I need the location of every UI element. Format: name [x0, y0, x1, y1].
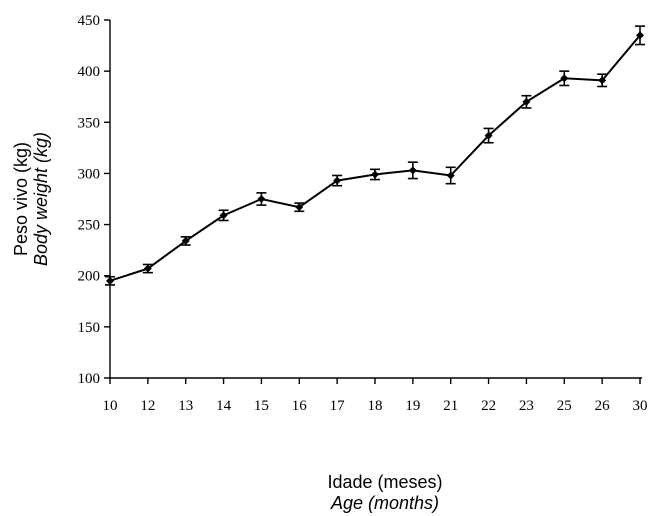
x-tick-label: 30 [633, 398, 648, 414]
y-tick-label: 300 [78, 166, 101, 182]
x-tick-label: 12 [140, 398, 155, 414]
data-point [522, 97, 531, 106]
y-axis-title: Peso vivo (kg) [11, 142, 31, 256]
data-point [636, 31, 644, 40]
data-point [181, 236, 190, 245]
data-point [143, 264, 152, 273]
x-axis-ticks: 10 12 13 14 15 16 17 18 19 21 22 23 25 26 30 [103, 378, 648, 414]
x-tick-label: 13 [178, 398, 193, 414]
data-point [598, 76, 607, 85]
x-tick-label: 23 [519, 398, 534, 414]
data-point [295, 203, 304, 212]
y-tick-label: 250 [78, 218, 101, 234]
x-axis-title-english: Age (months) [330, 493, 439, 513]
data-markers [106, 31, 644, 285]
x-tick-label: 25 [557, 398, 572, 414]
x-tick-label: 17 [330, 398, 346, 414]
x-tick-label: 22 [481, 398, 496, 414]
data-point [408, 166, 417, 175]
x-tick-label: 26 [595, 398, 611, 414]
y-tick-label: 350 [78, 115, 101, 131]
x-tick-label: 14 [216, 398, 232, 414]
y-tick-label: 150 [78, 320, 101, 336]
y-tick-label: 100 [78, 371, 101, 387]
x-tick-label: 21 [443, 398, 458, 414]
y-tick-label: 400 [78, 64, 101, 80]
data-point [446, 171, 455, 180]
y-tick-label: 200 [78, 269, 101, 285]
x-tick-label: 18 [368, 398, 383, 414]
series-line [109, 34, 641, 282]
x-axis-title: Idade (meses) [327, 472, 442, 492]
data-point [106, 276, 114, 285]
data-point [484, 131, 493, 140]
x-tick-label: 19 [405, 398, 420, 414]
data-point [219, 211, 228, 220]
data-point [371, 170, 379, 179]
data-point [333, 176, 342, 185]
y-axis-title-english: Body weight (kg) [31, 132, 51, 266]
error-bars [105, 25, 645, 286]
y-axis-ticks: 100 150 200 250 300 350 400 450 [78, 13, 110, 387]
x-tick-label: 10 [103, 398, 118, 414]
data-point [560, 74, 569, 83]
x-tick-label: 15 [254, 398, 269, 414]
data-point [257, 195, 266, 203]
y-tick-label: 450 [78, 13, 101, 29]
x-tick-label: 16 [292, 398, 308, 414]
